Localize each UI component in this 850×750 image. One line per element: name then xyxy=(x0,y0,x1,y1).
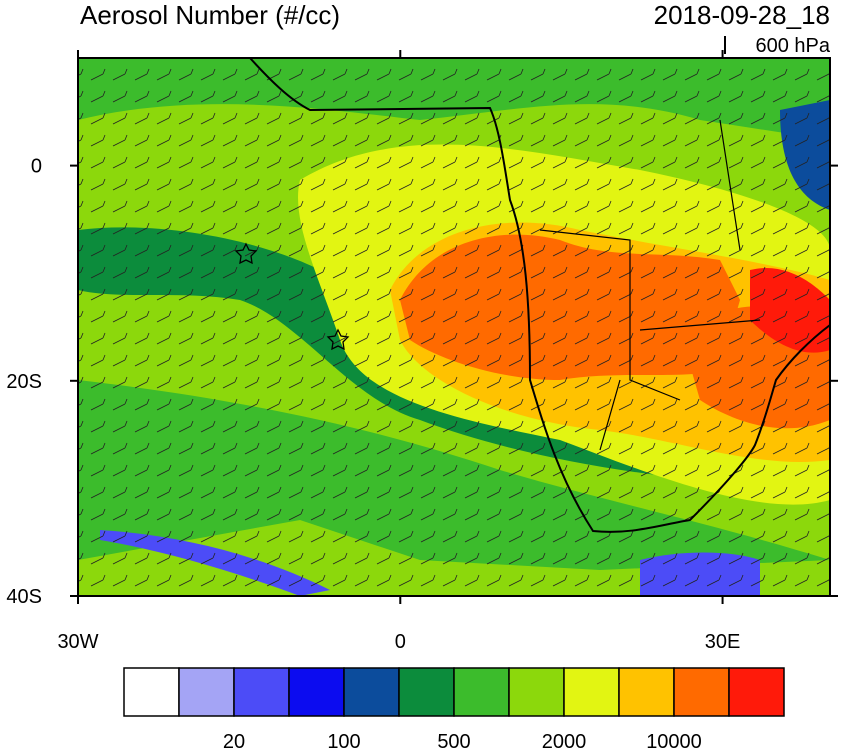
y-tick-label: 40S xyxy=(6,586,42,608)
date: 2018-09-28_18 xyxy=(654,0,830,30)
colorbar-label: 20 xyxy=(223,731,245,750)
axes: 30W 0 30E 0 20S 40S xyxy=(6,50,838,653)
map-frame xyxy=(77,57,831,597)
colorbar-box xyxy=(508,667,565,717)
colorbar-box xyxy=(123,667,180,717)
colorbar-box xyxy=(233,667,290,717)
colorbar-box xyxy=(453,667,510,717)
y-tick-label: 20S xyxy=(6,371,42,393)
colorbar-box xyxy=(618,667,675,717)
colorbar: 20 100 500 2000 10000 xyxy=(123,667,785,750)
colorbar-label: 100 xyxy=(327,731,360,750)
y-tick-label: 0 xyxy=(31,156,42,178)
x-tick-label: 0 xyxy=(395,631,406,653)
colorbar-box xyxy=(673,667,730,717)
map-field xyxy=(78,58,830,596)
colorbar-box xyxy=(178,667,235,717)
x-tick-label: 30W xyxy=(57,631,98,653)
colorbar-box xyxy=(563,667,620,717)
colorbar-box xyxy=(398,667,455,717)
colorbar-label: 2000 xyxy=(542,731,587,750)
colorbar-box xyxy=(288,667,345,717)
colorbar-box xyxy=(343,667,400,717)
x-tick-label: 30E xyxy=(705,631,741,653)
colorbar-label: 10000 xyxy=(646,731,702,750)
title: Aerosol Number (#/cc) xyxy=(80,0,340,30)
level: 600 hPa xyxy=(755,35,830,57)
colorbar-label: 500 xyxy=(437,731,470,750)
colorbar-box xyxy=(728,667,785,717)
